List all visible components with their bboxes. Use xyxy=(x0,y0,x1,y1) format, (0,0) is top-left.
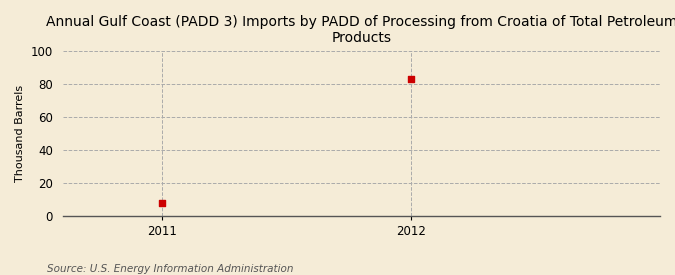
Point xyxy=(157,200,167,205)
Point xyxy=(406,76,416,81)
Text: Source: U.S. Energy Information Administration: Source: U.S. Energy Information Administ… xyxy=(47,264,294,274)
Title: Annual Gulf Coast (PADD 3) Imports by PADD of Processing from Croatia of Total P: Annual Gulf Coast (PADD 3) Imports by PA… xyxy=(46,15,675,45)
Y-axis label: Thousand Barrels: Thousand Barrels xyxy=(15,85,25,182)
